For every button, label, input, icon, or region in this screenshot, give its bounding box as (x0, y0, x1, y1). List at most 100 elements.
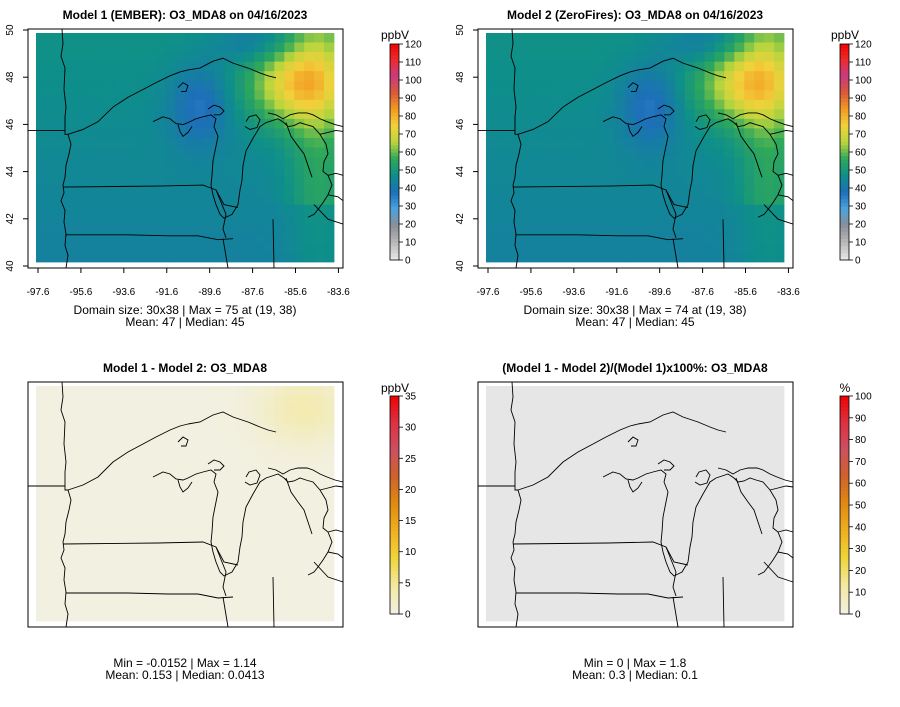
colorbar-swatch (840, 512, 849, 517)
heatmap-cell (615, 166, 626, 177)
heatmap-cell (85, 195, 96, 206)
heatmap-cell (244, 425, 255, 436)
heatmap-cell (304, 252, 315, 263)
heatmap-cell (304, 532, 315, 544)
heatmap-cell (545, 204, 556, 215)
heatmap-cell (125, 118, 136, 129)
colorbar-swatch (840, 475, 849, 481)
heatmap-cell (95, 532, 106, 544)
colorbar-swatch (840, 195, 849, 200)
boundary-line (67, 69, 189, 135)
heatmap-cell (145, 166, 156, 177)
heatmap-cell (654, 434, 666, 446)
heatmap-cell (664, 214, 676, 225)
heatmap-cell (744, 415, 755, 426)
heatmap-cell (125, 581, 136, 593)
heatmap-cell (194, 591, 206, 602)
heatmap-cell (294, 611, 305, 622)
heatmap-cell (714, 552, 725, 563)
heatmap-cell (105, 474, 116, 485)
colorbar-swatch (390, 523, 399, 528)
heatmap-cell (635, 223, 646, 234)
heatmap-cell (684, 242, 695, 253)
heatmap-cell (575, 61, 586, 72)
heatmap-cell (744, 214, 755, 225)
heatmap-cell (294, 474, 305, 485)
heatmap-cell (45, 128, 57, 139)
heatmap-cell (684, 493, 695, 504)
heatmap-cell (644, 157, 656, 167)
heatmap-cell (724, 611, 735, 622)
heatmap-cell (105, 434, 116, 446)
heatmap-cell (515, 33, 527, 43)
heatmap-cell (224, 434, 236, 446)
heatmap-cell (194, 503, 206, 514)
heatmap-cell (145, 552, 156, 563)
heatmap-cell (615, 562, 626, 573)
heatmap-cell (754, 532, 765, 544)
heatmap-cell (585, 611, 596, 622)
heatmap-cell (85, 242, 96, 253)
heatmap-cell (704, 157, 715, 167)
heatmap-cell (674, 80, 686, 91)
heatmap-cell (85, 157, 96, 167)
heatmap-cell (304, 137, 315, 148)
heatmap-cell (505, 601, 517, 612)
heatmap-cell (155, 204, 166, 215)
heatmap-cell (95, 434, 106, 446)
heatmap-cell (714, 483, 725, 495)
heatmap-cell (55, 204, 67, 215)
heatmap-cell (55, 464, 67, 475)
heatmap-cell (486, 61, 497, 72)
heatmap-cell (575, 128, 586, 139)
heatmap-cell (304, 405, 315, 416)
heatmap-cell (684, 395, 695, 406)
x-tick-label: -97.6 (27, 287, 50, 298)
heatmap-cell (175, 405, 186, 416)
x-tick-label: -87.6 (691, 287, 714, 298)
heatmap-cell (105, 80, 116, 91)
heatmap-cell (244, 405, 255, 416)
heatmap-cell (75, 80, 87, 91)
heatmap-cell (545, 242, 556, 253)
heatmap-cell (486, 562, 497, 573)
colorbar-swatch (390, 559, 399, 564)
heatmap-cell (515, 42, 527, 53)
heatmap-cell (85, 185, 96, 196)
heatmap-cell (585, 405, 596, 416)
colorbar-swatch (390, 548, 399, 553)
stats-line: Mean: 0.3 | Median: 0.1 (572, 668, 698, 682)
colorbar-swatch (840, 216, 849, 221)
heatmap-cell (724, 52, 735, 63)
heatmap-cell (664, 42, 676, 53)
heatmap-cell (224, 233, 236, 244)
heatmap-cell (486, 503, 497, 514)
heatmap-cell (565, 71, 576, 82)
heatmap-cell (224, 415, 236, 426)
heatmap-cell (555, 601, 566, 612)
x-tick-label: -91.6 (155, 287, 178, 298)
panel-title: (Model 1 - Model 2)/(Model 1)x100%: O3_M… (502, 361, 768, 375)
heatmap-cell (204, 425, 216, 436)
colorbar-swatch (840, 588, 849, 593)
heatmap-cell (694, 386, 705, 397)
heatmap-cell (314, 434, 325, 446)
heatmap-cell (155, 80, 166, 91)
heatmap-cell (525, 195, 537, 206)
heatmap-cell (115, 464, 126, 475)
heatmap-cell (644, 434, 656, 446)
heatmap-cell (324, 444, 335, 455)
heatmap-cell (105, 552, 116, 563)
heatmap-cell (165, 601, 176, 612)
heatmap-cell (505, 434, 517, 446)
heatmap-cell (165, 532, 176, 544)
colorbar-swatch (840, 87, 849, 92)
heatmap-cell (55, 386, 67, 397)
heatmap-cell (764, 425, 775, 436)
boundary-line (665, 189, 677, 238)
heatmap-cell (185, 52, 196, 63)
heatmap-cells (36, 386, 335, 622)
colorbar-swatch (840, 406, 849, 412)
colorbar-swatch (840, 428, 849, 433)
heatmap-cell (234, 128, 245, 139)
